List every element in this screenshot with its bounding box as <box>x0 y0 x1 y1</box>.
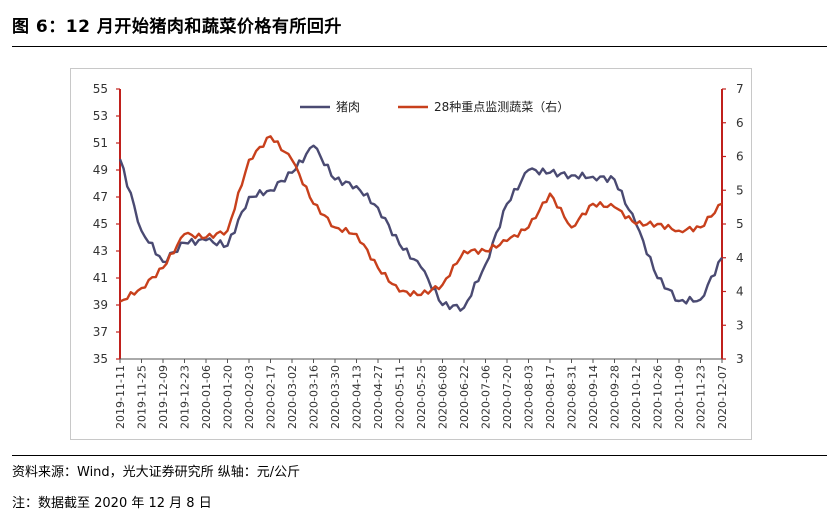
left-tick-label: 53 <box>93 109 108 123</box>
left-tick-label: 35 <box>93 352 108 366</box>
left-tick-label: 39 <box>93 298 108 312</box>
x-tick-label: 2020-01-06 <box>200 365 213 429</box>
series-line-pork <box>118 144 723 312</box>
series-line-vegetables <box>119 135 723 303</box>
x-tick-label: 2020-11-23 <box>695 365 708 429</box>
right-tick-label: 3 <box>736 352 744 366</box>
right-tick-label: 4 <box>736 285 744 299</box>
left-tick-label: 51 <box>93 136 108 150</box>
x-tick-label: 2020-02-17 <box>265 365 278 429</box>
left-tick-label: 43 <box>93 244 108 258</box>
x-tick-label: 2020-09-28 <box>609 365 622 429</box>
x-tick-label: 2020-09-14 <box>587 365 600 429</box>
x-tick-label: 2020-10-26 <box>652 365 665 429</box>
chart-frame <box>70 68 752 440</box>
line-chart: 35373941434547495153553344556672019-11-1… <box>93 82 744 429</box>
x-tick-label: 2020-07-06 <box>480 365 493 429</box>
x-tick-label: 2020-05-25 <box>415 365 428 429</box>
x-tick-label: 2020-06-08 <box>437 365 450 429</box>
right-tick-label: 5 <box>736 183 744 197</box>
page-title: 图 6：12 月开始猪肉和蔬菜价格有所回升 <box>12 17 342 37</box>
right-tick-label: 7 <box>736 82 744 96</box>
x-tick-label: 2020-08-03 <box>523 365 536 429</box>
x-tick-label: 2020-11-09 <box>673 365 686 429</box>
x-tick-label: 2020-08-17 <box>544 365 557 429</box>
x-tick-label: 2020-06-22 <box>458 365 471 429</box>
x-tick-label: 2019-12-09 <box>157 365 170 429</box>
x-tick-label: 2020-04-13 <box>351 365 364 429</box>
footer-divider <box>12 455 827 456</box>
left-tick-label: 45 <box>93 217 108 231</box>
title-divider <box>12 46 827 47</box>
left-tick-label: 47 <box>93 190 108 204</box>
right-tick-label: 6 <box>736 116 744 130</box>
left-tick-label: 49 <box>93 163 108 177</box>
date-note: 注：数据截至 2020 年 12 月 8 日 <box>12 496 212 511</box>
x-tick-label: 2020-08-31 <box>566 365 579 429</box>
right-tick-label: 3 <box>736 318 744 332</box>
x-tick-label: 2019-12-23 <box>179 365 192 429</box>
right-tick-label: 4 <box>736 251 744 265</box>
source-note: 资料来源：Wind，光大证券研究所 纵轴：元/公斤 <box>12 465 301 480</box>
x-tick-label: 2020-07-20 <box>501 365 514 429</box>
legend-label-vegetables: 28种重点监测蔬菜（右） <box>434 99 569 114</box>
x-tick-label: 2020-03-16 <box>308 365 321 429</box>
x-tick-label: 2020-01-20 <box>222 365 235 429</box>
right-tick-label: 5 <box>736 217 744 231</box>
x-tick-label: 2020-03-30 <box>329 365 342 429</box>
x-tick-label: 2020-10-12 <box>630 365 643 429</box>
legend-label-pork: 猪肉 <box>336 100 360 114</box>
left-tick-label: 41 <box>93 271 108 285</box>
x-tick-label: 2020-04-27 <box>372 365 385 429</box>
x-tick-label: 2020-02-03 <box>243 365 256 429</box>
x-tick-label: 2020-05-11 <box>394 365 407 429</box>
left-tick-label: 55 <box>93 82 108 96</box>
left-tick-label: 37 <box>93 325 108 339</box>
x-tick-label: 2020-12-07 <box>716 365 729 429</box>
right-tick-label: 6 <box>736 150 744 164</box>
x-tick-label: 2019-11-25 <box>136 365 149 429</box>
x-tick-label: 2020-03-02 <box>286 365 299 429</box>
x-tick-label: 2019-11-11 <box>114 365 127 429</box>
